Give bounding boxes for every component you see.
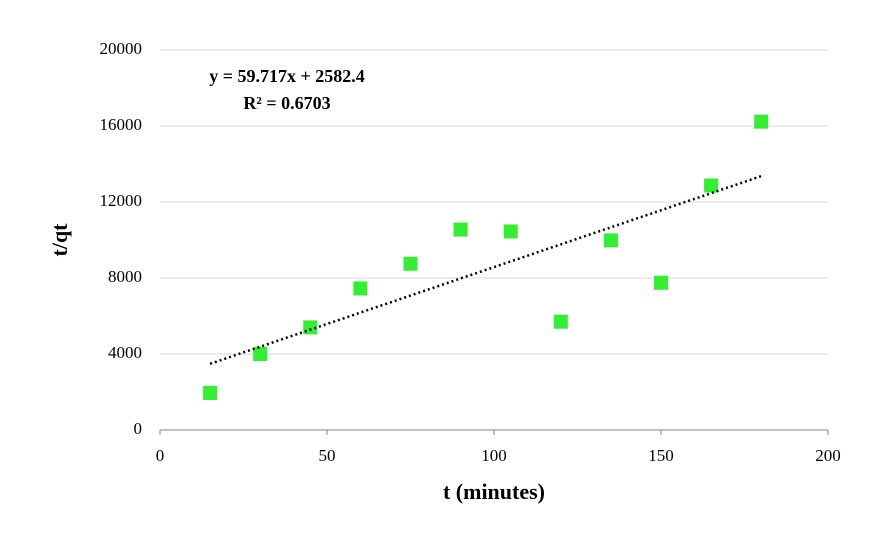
point <box>553 314 568 329</box>
point <box>603 233 618 248</box>
trendline <box>209 174 762 365</box>
point <box>754 114 769 129</box>
point <box>403 256 418 271</box>
point <box>203 385 218 400</box>
y-tick-label: 20000 <box>100 39 143 58</box>
x-tick-label: 50 <box>319 446 336 465</box>
r-squared: R² = 0.6703 <box>243 93 330 113</box>
point <box>654 275 668 290</box>
y-axis-title: t/qt <box>47 223 72 257</box>
point <box>704 178 719 193</box>
x-tick-label: 100 <box>481 446 507 465</box>
point <box>303 320 318 335</box>
point <box>253 347 268 361</box>
x-tick-label: 0 <box>156 446 165 465</box>
y-tick-label: 16000 <box>100 115 143 134</box>
equation: y = 59.717x + 2582.4 <box>209 66 365 86</box>
x-tick-label: 200 <box>815 446 841 465</box>
x-tick-label: 150 <box>648 446 674 465</box>
x-axis-title: t (minutes) <box>443 479 545 504</box>
y-tick-label: 4000 <box>108 343 142 362</box>
point <box>503 224 518 239</box>
y-tick-label: 0 <box>134 419 143 438</box>
point <box>353 281 368 296</box>
point <box>453 222 468 237</box>
y-tick-label: 8000 <box>108 267 142 286</box>
y-tick-label: 12000 <box>100 191 143 210</box>
